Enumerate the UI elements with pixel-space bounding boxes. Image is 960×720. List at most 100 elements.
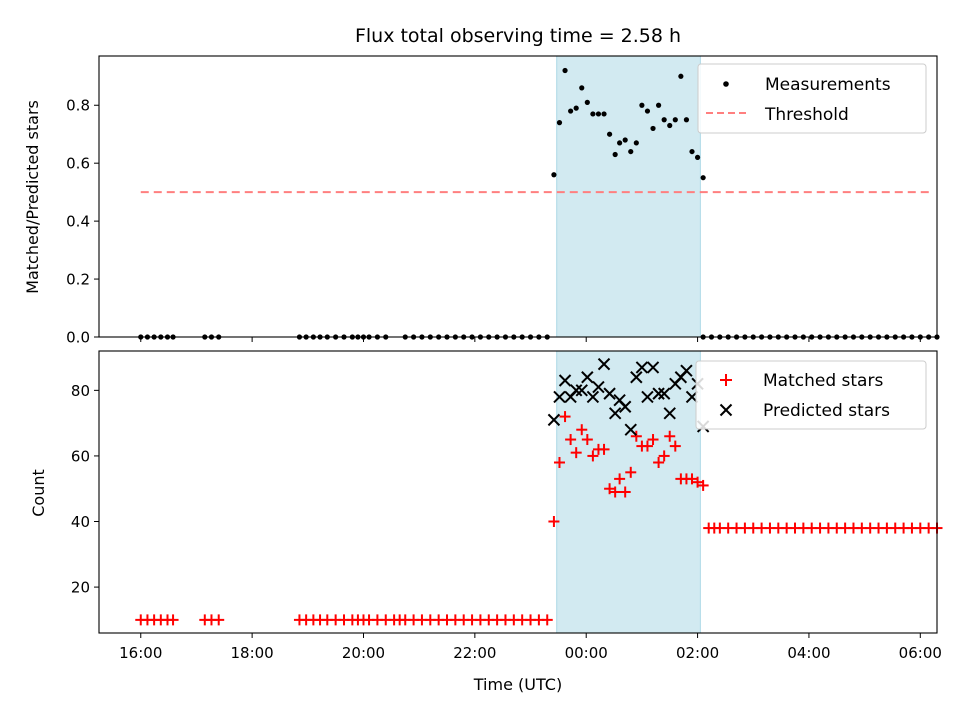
matched-star-point	[692, 476, 704, 488]
measurement-point	[667, 122, 673, 129]
chart-title: Flux total observing time = 2.58 h	[355, 25, 681, 47]
predicted-star-point	[547, 413, 561, 427]
top-legend: Measurements Threshold	[697, 63, 927, 134]
predicted-star-point	[592, 380, 605, 394]
bottom-y-tick-label: 80	[71, 382, 90, 400]
measurement-point	[678, 73, 684, 79]
measurement-point	[661, 117, 667, 123]
top-y-tick-label: 0.4	[66, 213, 90, 231]
matched-star-point	[625, 466, 637, 478]
predicted-star-point	[624, 423, 637, 436]
matched-star-point	[653, 456, 665, 468]
measurement-point	[584, 99, 590, 105]
top-legend-box	[697, 63, 927, 134]
matched-star-point	[609, 486, 621, 498]
matched-star-point	[604, 483, 616, 495]
bottom-y-tick-label: 40	[71, 513, 90, 531]
matched-star-point	[619, 486, 631, 498]
matched-star-point	[548, 516, 560, 528]
legend-matched-label: Matched stars	[763, 371, 883, 391]
x-tick-label: 06:00	[899, 644, 942, 662]
matched-star-point	[641, 440, 653, 452]
predicted-star-point	[663, 407, 676, 420]
legend-measurements-marker	[723, 81, 729, 87]
top-y-axis-label: Matched/Predicted stars	[23, 100, 42, 294]
matched-star-point	[647, 434, 659, 446]
top-y-tick-label: 0.0	[66, 329, 90, 347]
bottom-legend-box	[695, 360, 927, 430]
x-tick-label: 02:00	[676, 644, 719, 662]
measurement-point	[562, 67, 568, 74]
measurement-point	[595, 111, 602, 117]
measurement-point	[683, 117, 690, 123]
measurement-point	[579, 85, 585, 91]
x-axis-label: Time (UTC)	[473, 675, 562, 694]
measurement-point	[573, 105, 579, 111]
measurement-point	[650, 125, 656, 132]
measurement-point	[590, 111, 596, 117]
predicted-star-point	[597, 357, 611, 371]
predicted-star-point	[680, 364, 693, 377]
bottom-panel: 20 40 60 80 16:00 18:00 20:00 22:00 00:00 02:00 0…	[29, 350, 943, 694]
top-plot-frame	[98, 55, 938, 338]
measurement-point	[551, 172, 557, 178]
bottom-y-tick-label: 60	[71, 447, 90, 465]
predicted-star-point	[586, 390, 600, 404]
matched-star-point	[587, 450, 599, 462]
matched-star-point	[565, 434, 577, 446]
matched-star-point	[213, 614, 225, 626]
measurement-point	[606, 131, 613, 137]
measurement-point	[556, 120, 563, 126]
bottom-y-axis-label: Count	[29, 469, 48, 517]
measurement-point	[639, 102, 645, 108]
legend-threshold-label: Threshold	[764, 105, 849, 125]
predicted-star-point	[569, 384, 583, 397]
matched-star-point	[658, 450, 670, 462]
matched-star-point	[686, 473, 698, 485]
legend-matched-marker	[720, 374, 732, 386]
predicted-star-point	[581, 371, 594, 384]
matched-star-point	[576, 424, 588, 436]
legend-predicted-label: Predicted stars	[763, 401, 890, 421]
predicted-star-point	[608, 407, 622, 420]
measurement-point	[633, 140, 639, 146]
measurement-point	[655, 102, 662, 108]
predicted-star-point	[652, 387, 665, 400]
top-y-ticks: 0.0 0.2 0.4 0.6 0.8	[66, 97, 99, 347]
measurement-point	[644, 108, 651, 114]
matched-star-point	[559, 411, 571, 423]
matched-star-point	[570, 447, 582, 459]
matched-star-point	[598, 443, 610, 455]
x-tick-label: 16:00	[119, 644, 162, 662]
x-tick-label: 04:00	[787, 644, 830, 662]
predicted-star-point	[630, 371, 643, 384]
x-tick-label: 00:00	[565, 644, 608, 662]
measurement-point	[700, 175, 706, 181]
bottom-plot-frame	[98, 350, 938, 634]
bottom-x-ticks: 16:00 18:00 20:00 22:00 00:00 02:00 04:00 06:00	[119, 633, 942, 662]
top-y-tick-label: 0.8	[66, 97, 90, 115]
bottom-y-tick-label: 20	[71, 579, 90, 597]
measurement-point	[628, 148, 634, 155]
measurement-point	[601, 111, 607, 117]
matched-star-point	[669, 440, 681, 452]
top-x-ticks	[140, 337, 921, 342]
matched-star-point	[541, 614, 553, 626]
top-y-tick-label: 0.6	[66, 155, 90, 173]
measurement-point	[672, 117, 678, 123]
predicted-star-point	[646, 361, 660, 374]
predicted-star-point	[657, 387, 671, 400]
measurement-point	[689, 148, 695, 155]
legend-predicted-marker	[719, 403, 733, 417]
bottom-y-ticks: 20 40 60 80	[71, 382, 99, 597]
predicted-star-point	[575, 384, 588, 397]
predicted-star-point	[618, 400, 632, 413]
top-panel: 0.00.20.40.60.8 Matched/Predicted stars …	[23, 55, 940, 347]
measurement-point	[622, 137, 628, 143]
top-shaded-span	[556, 55, 701, 338]
matched-star-point	[697, 479, 709, 491]
matched-star-point	[664, 430, 676, 442]
matched-star-point	[630, 430, 642, 442]
x-tick-label: 18:00	[231, 644, 274, 662]
